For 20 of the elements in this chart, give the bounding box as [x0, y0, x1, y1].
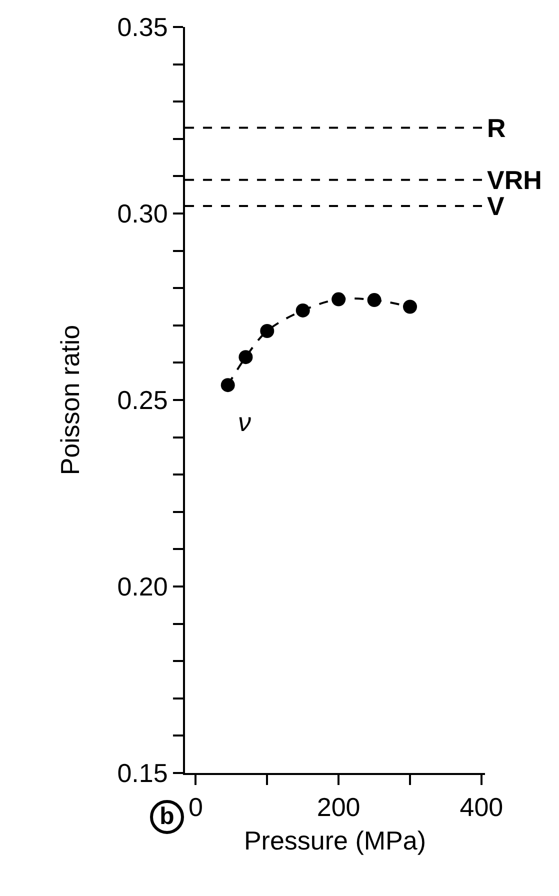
annotation: ν: [238, 407, 251, 437]
y-tick-label: 0.25: [117, 385, 168, 416]
x-axis-title: Pressure (MPa): [244, 825, 426, 856]
y-tick-label: 0.20: [117, 572, 168, 602]
y-tick-label: 0.15: [117, 758, 168, 788]
ref-line-label: R: [487, 113, 506, 143]
y-tick-label: 0.35: [117, 12, 168, 42]
circled-letter: b: [150, 800, 184, 834]
x-tick-label: 200: [316, 792, 360, 822]
point: [260, 324, 274, 338]
point: [238, 350, 253, 364]
x-tick-label: 0: [188, 792, 203, 822]
point: [332, 292, 346, 306]
point: [220, 378, 235, 392]
y-axis-title: Poisson ratio: [55, 324, 86, 476]
x-tick-label: 400: [460, 792, 504, 822]
point: [367, 293, 382, 308]
point: [403, 300, 417, 314]
y-tick-label: 0.30: [117, 198, 168, 229]
point: [296, 303, 310, 318]
